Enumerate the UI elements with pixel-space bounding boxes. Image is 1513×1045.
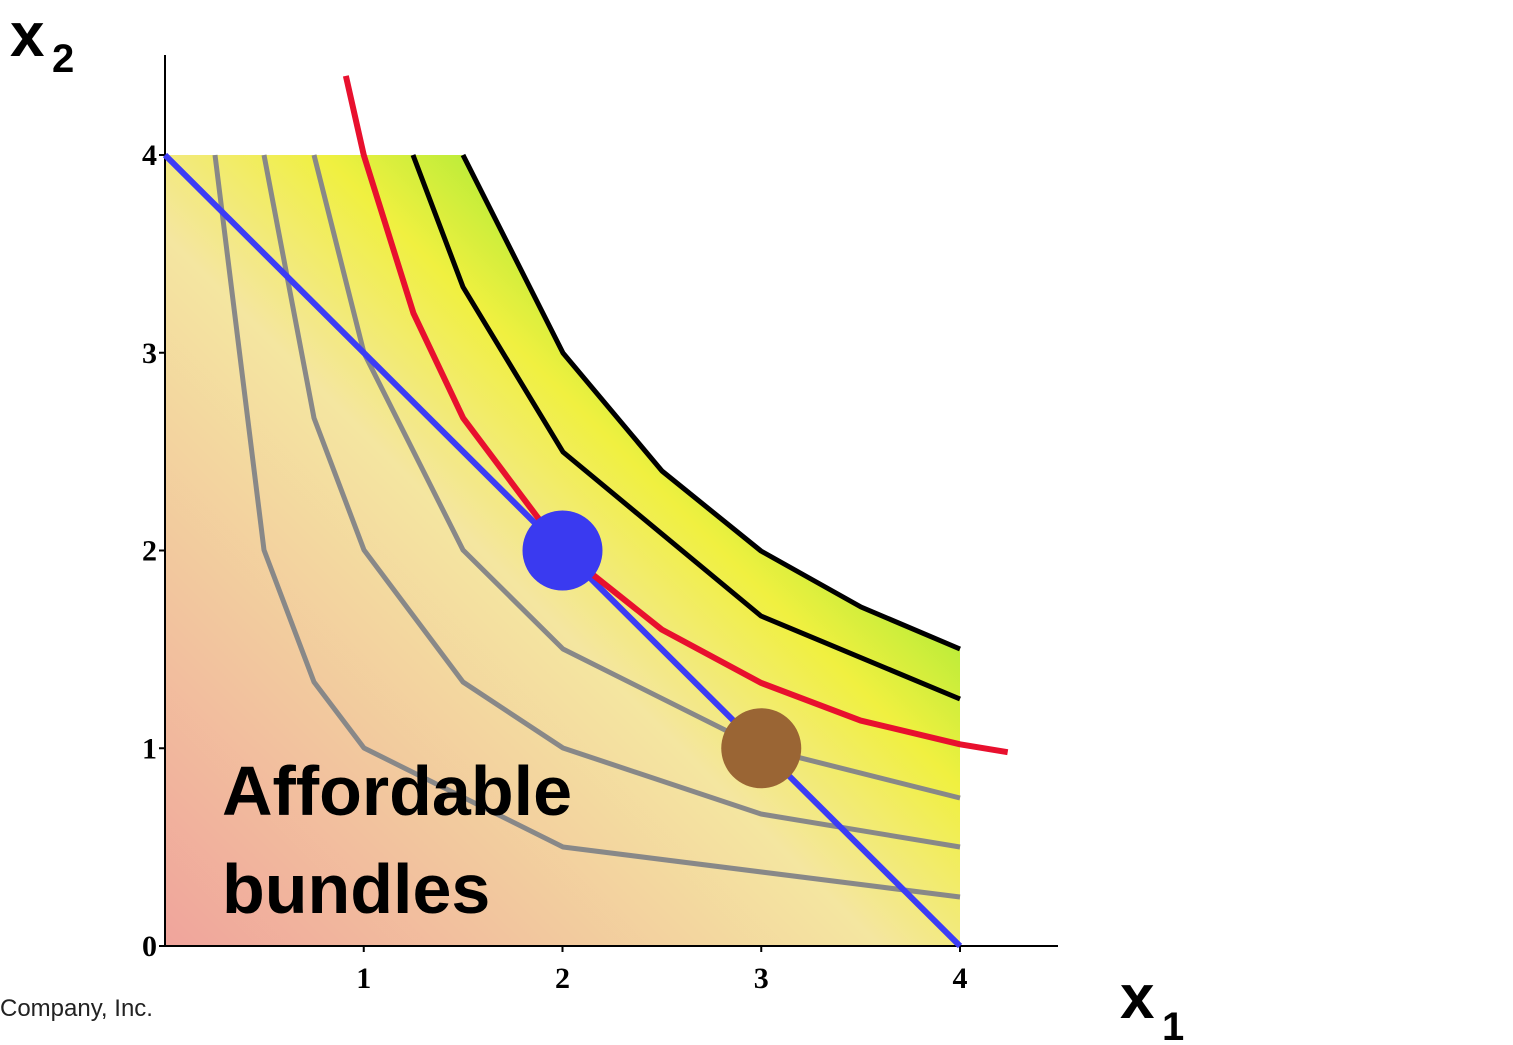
x-axis-label: x <box>1120 963 1155 1032</box>
y-tick-label: 4 <box>142 139 157 172</box>
y-tick-label: 1 <box>142 732 157 765</box>
bundle-point <box>721 708 802 789</box>
annotation: Affordable <box>222 752 572 830</box>
y-tick-label: 2 <box>142 535 157 568</box>
y-axis-label: x <box>10 1 45 70</box>
annotation: bundles <box>222 850 490 928</box>
bundle-point <box>522 510 603 591</box>
y-tick-label: 3 <box>142 337 157 370</box>
x-axis-label-sub: 1 <box>1162 1005 1184 1045</box>
x-tick-label: 1 <box>356 962 371 995</box>
y-axis-label-sub: 2 <box>52 37 74 81</box>
footer: Company, Inc. <box>0 995 153 1022</box>
y-tick-label: 0 <box>142 930 157 963</box>
x-tick-label: 2 <box>555 962 570 995</box>
x-tick-label: 3 <box>754 962 769 995</box>
contour <box>212 154 961 900</box>
curve <box>342 75 1009 756</box>
x-tick-label: 4 <box>953 962 968 995</box>
contour <box>460 153 961 652</box>
contour <box>261 154 961 850</box>
contour <box>410 154 961 702</box>
